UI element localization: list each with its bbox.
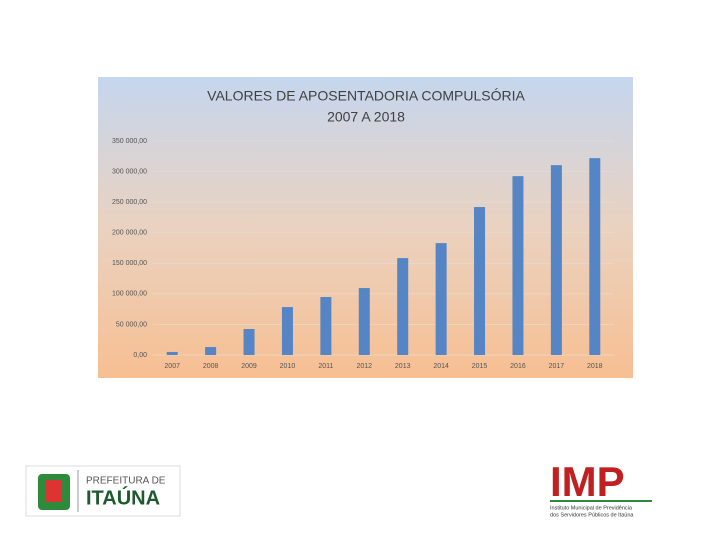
bar (474, 207, 486, 355)
logo-text: ITAÚNA (86, 485, 160, 509)
chart-title: VALORES DE APOSENTADORIA COMPULSÓRIA (207, 88, 525, 104)
x-tick-label: 2018 (587, 363, 603, 370)
bar (397, 258, 409, 355)
bar (550, 165, 562, 355)
logo-crest-inner (46, 480, 62, 502)
y-tick-label: 50 000,00 (116, 321, 147, 328)
chart-subtitle: 2007 A 2018 (327, 109, 405, 125)
bar (243, 329, 255, 355)
y-tick-label: 250 000,00 (112, 199, 147, 206)
x-tick-label: 2016 (510, 363, 526, 370)
x-tick-label: 2013 (395, 363, 411, 370)
logo-text: dos Servidores Públicos de Itaúna (550, 512, 634, 518)
bar (320, 297, 332, 355)
y-tick-label: 300 000,00 (112, 168, 147, 175)
y-tick-label: 350 000,00 (112, 138, 147, 145)
x-tick-label: 2017 (549, 363, 565, 370)
logo-text: PREFEITURA DE (86, 476, 166, 487)
x-tick-label: 2009 (241, 363, 257, 370)
x-tick-label: 2010 (280, 363, 296, 370)
bar (205, 347, 217, 355)
bar (358, 288, 370, 355)
x-tick-label: 2014 (433, 363, 449, 370)
y-tick-label: 100 000,00 (112, 291, 147, 298)
y-tick-label: 0,00 (133, 352, 147, 359)
bar (281, 307, 293, 355)
logo-text: IMP (550, 458, 625, 505)
x-tick-label: 2015 (472, 363, 488, 370)
logo-text: Instituto Municipal de Previdência (550, 505, 633, 511)
x-tick-label: 2011 (318, 363, 333, 370)
x-tick-label: 2007 (164, 363, 180, 370)
y-tick-label: 150 000,00 (112, 260, 147, 267)
bar (512, 176, 524, 355)
logo-left: PREFEITURA DE ITAÚNA (25, 465, 181, 517)
y-tick-label: 200 000,00 (112, 230, 147, 237)
bar (589, 158, 601, 355)
bar (435, 243, 447, 355)
bar (166, 351, 178, 355)
logo-rule (550, 500, 652, 502)
logo-right: IMP Instituto Municipal de Previdência d… (550, 458, 652, 518)
x-tick-label: 2008 (203, 363, 219, 370)
x-tick-label: 2012 (357, 363, 373, 370)
